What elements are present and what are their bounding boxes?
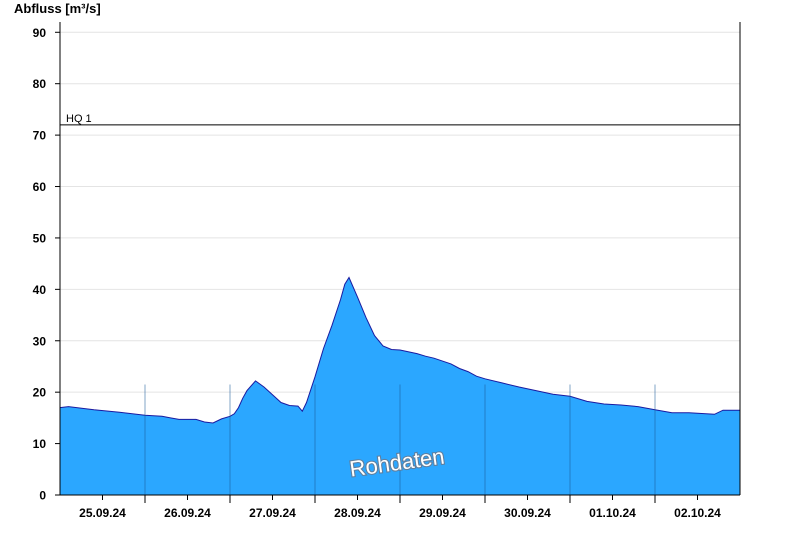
y-tick-label: 40 (33, 283, 47, 297)
x-tick-label: 28.09.24 (334, 506, 381, 520)
y-tick-label: 60 (33, 180, 47, 194)
y-tick-label: 20 (33, 386, 47, 400)
x-tick-label: 26.09.24 (164, 506, 211, 520)
y-tick-label: 90 (33, 26, 47, 40)
x-tick-label: 25.09.24 (79, 506, 126, 520)
x-tick-labels: 25.09.24 26.09.24 27.09.24 28.09.24 29.09.24… (79, 495, 721, 520)
y-tick-label: 80 (33, 77, 47, 91)
y-tick-labels: 0 10 20 30 40 50 60 70 80 90 (33, 26, 60, 503)
discharge-line (59, 276, 741, 424)
y-tick-label: 0 (39, 489, 46, 503)
reference-line-group: HQ 1 (60, 113, 740, 126)
y-tick-label: 50 (33, 231, 47, 245)
y-axis-label: Abfluss [m³/s] (14, 1, 101, 16)
y-tick-label: 10 (33, 437, 47, 451)
x-tick-label: 02.10.24 (674, 506, 721, 520)
x-tick-label: 29.09.24 (419, 506, 466, 520)
y-tick-label: 30 (33, 334, 47, 348)
y-tick-label: 70 (33, 129, 47, 143)
x-tick-label: 01.10.24 (589, 506, 636, 520)
x-tick-label: 27.09.24 (249, 506, 296, 520)
x-tick-label: 30.09.24 (504, 506, 551, 520)
axes (55, 22, 741, 496)
reference-line-label: HQ 1 (66, 113, 92, 125)
